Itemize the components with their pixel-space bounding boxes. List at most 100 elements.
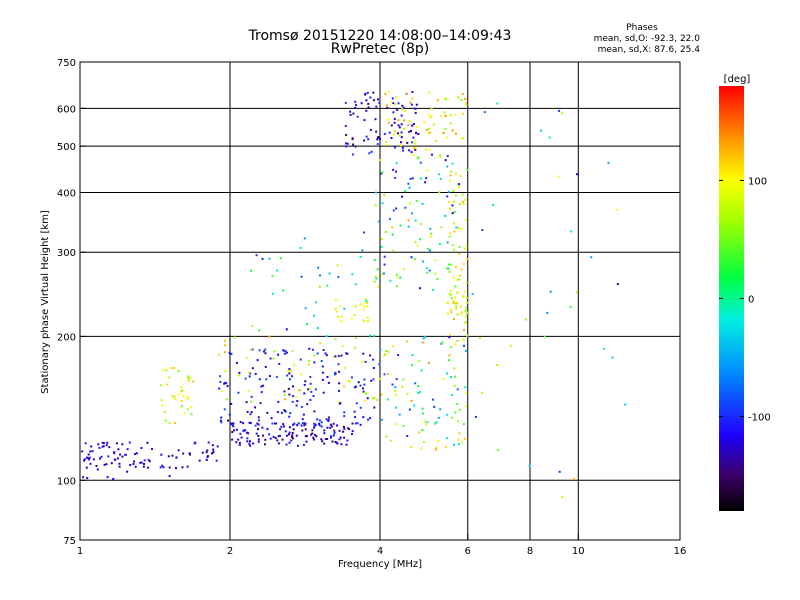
data-point bbox=[430, 108, 433, 110]
data-point bbox=[461, 137, 464, 140]
data-point bbox=[367, 418, 370, 421]
data-point bbox=[354, 106, 357, 109]
data-point bbox=[392, 111, 395, 114]
data-point bbox=[268, 375, 271, 378]
data-point bbox=[285, 434, 288, 437]
data-point bbox=[89, 462, 92, 465]
data-point bbox=[394, 390, 397, 393]
data-point bbox=[249, 348, 252, 351]
data-point bbox=[261, 257, 264, 260]
data-point bbox=[400, 114, 403, 117]
data-point bbox=[257, 428, 259, 431]
data-point bbox=[316, 352, 319, 355]
data-point bbox=[373, 280, 376, 283]
data-point bbox=[466, 168, 469, 171]
data-point bbox=[456, 388, 459, 391]
data-point bbox=[331, 440, 334, 443]
data-point bbox=[312, 348, 314, 351]
data-point bbox=[140, 461, 143, 464]
data-point bbox=[272, 435, 275, 438]
data-point bbox=[295, 396, 298, 398]
data-point bbox=[83, 459, 85, 462]
data-point bbox=[287, 433, 290, 436]
data-point bbox=[449, 289, 452, 292]
data-point bbox=[314, 423, 317, 426]
y-tick-label: 600 bbox=[57, 104, 76, 115]
data-point bbox=[269, 357, 272, 360]
data-point bbox=[399, 224, 402, 227]
data-point bbox=[406, 435, 409, 437]
data-point bbox=[389, 439, 392, 442]
data-point bbox=[429, 249, 431, 252]
data-point bbox=[380, 418, 383, 421]
data-point bbox=[447, 190, 450, 193]
data-point bbox=[323, 432, 326, 435]
data-point bbox=[291, 375, 293, 378]
data-point bbox=[320, 360, 323, 362]
data-point bbox=[424, 148, 427, 151]
data-point bbox=[453, 443, 455, 446]
data-point bbox=[248, 389, 251, 392]
data-point bbox=[194, 441, 197, 444]
data-point bbox=[424, 181, 427, 184]
data-point bbox=[280, 411, 283, 414]
data-point bbox=[378, 101, 381, 104]
data-point bbox=[454, 343, 457, 346]
data-point bbox=[230, 352, 233, 355]
data-point bbox=[452, 190, 455, 192]
data-point bbox=[85, 466, 88, 469]
data-point bbox=[249, 413, 252, 416]
data-point bbox=[88, 458, 90, 461]
data-point bbox=[334, 307, 337, 310]
data-point bbox=[287, 387, 290, 390]
data-point bbox=[288, 441, 291, 444]
data-point bbox=[177, 370, 180, 373]
data-point bbox=[190, 405, 193, 408]
data-point bbox=[168, 376, 171, 379]
data-point bbox=[159, 466, 162, 469]
data-point bbox=[105, 444, 108, 447]
y-tick-label: 500 bbox=[57, 142, 76, 153]
data-point bbox=[313, 361, 316, 364]
data-point bbox=[425, 423, 427, 426]
x-tick-label: 10 bbox=[572, 546, 585, 557]
data-point bbox=[372, 358, 375, 361]
data-point bbox=[455, 132, 458, 135]
data-point bbox=[407, 124, 410, 127]
data-point bbox=[186, 465, 189, 468]
data-point bbox=[466, 334, 469, 337]
data-point bbox=[420, 223, 422, 225]
data-point bbox=[378, 220, 381, 223]
data-point bbox=[334, 338, 337, 340]
data-point bbox=[249, 372, 252, 375]
data-point bbox=[315, 435, 318, 438]
data-point bbox=[446, 195, 449, 198]
data-point bbox=[168, 475, 171, 478]
data-point bbox=[411, 97, 414, 100]
data-point bbox=[445, 437, 448, 440]
data-point bbox=[387, 90, 390, 93]
data-point bbox=[354, 305, 357, 308]
data-point bbox=[301, 429, 304, 432]
data-point bbox=[271, 292, 274, 295]
data-point bbox=[248, 421, 251, 424]
data-point bbox=[338, 382, 341, 385]
data-point bbox=[377, 285, 380, 288]
data-point bbox=[362, 352, 365, 355]
data-point bbox=[316, 327, 319, 330]
data-point bbox=[401, 146, 404, 149]
data-point bbox=[444, 159, 447, 162]
data-point bbox=[359, 423, 362, 426]
data-point bbox=[248, 375, 251, 378]
data-point bbox=[362, 387, 364, 390]
data-point bbox=[105, 463, 108, 466]
data-point bbox=[460, 441, 463, 444]
data-point bbox=[215, 459, 218, 462]
data-point bbox=[364, 93, 367, 96]
data-point bbox=[442, 132, 445, 134]
data-point bbox=[387, 121, 390, 124]
data-point bbox=[462, 295, 464, 298]
data-point bbox=[410, 256, 413, 259]
data-point bbox=[340, 354, 343, 357]
data-point bbox=[463, 437, 466, 440]
